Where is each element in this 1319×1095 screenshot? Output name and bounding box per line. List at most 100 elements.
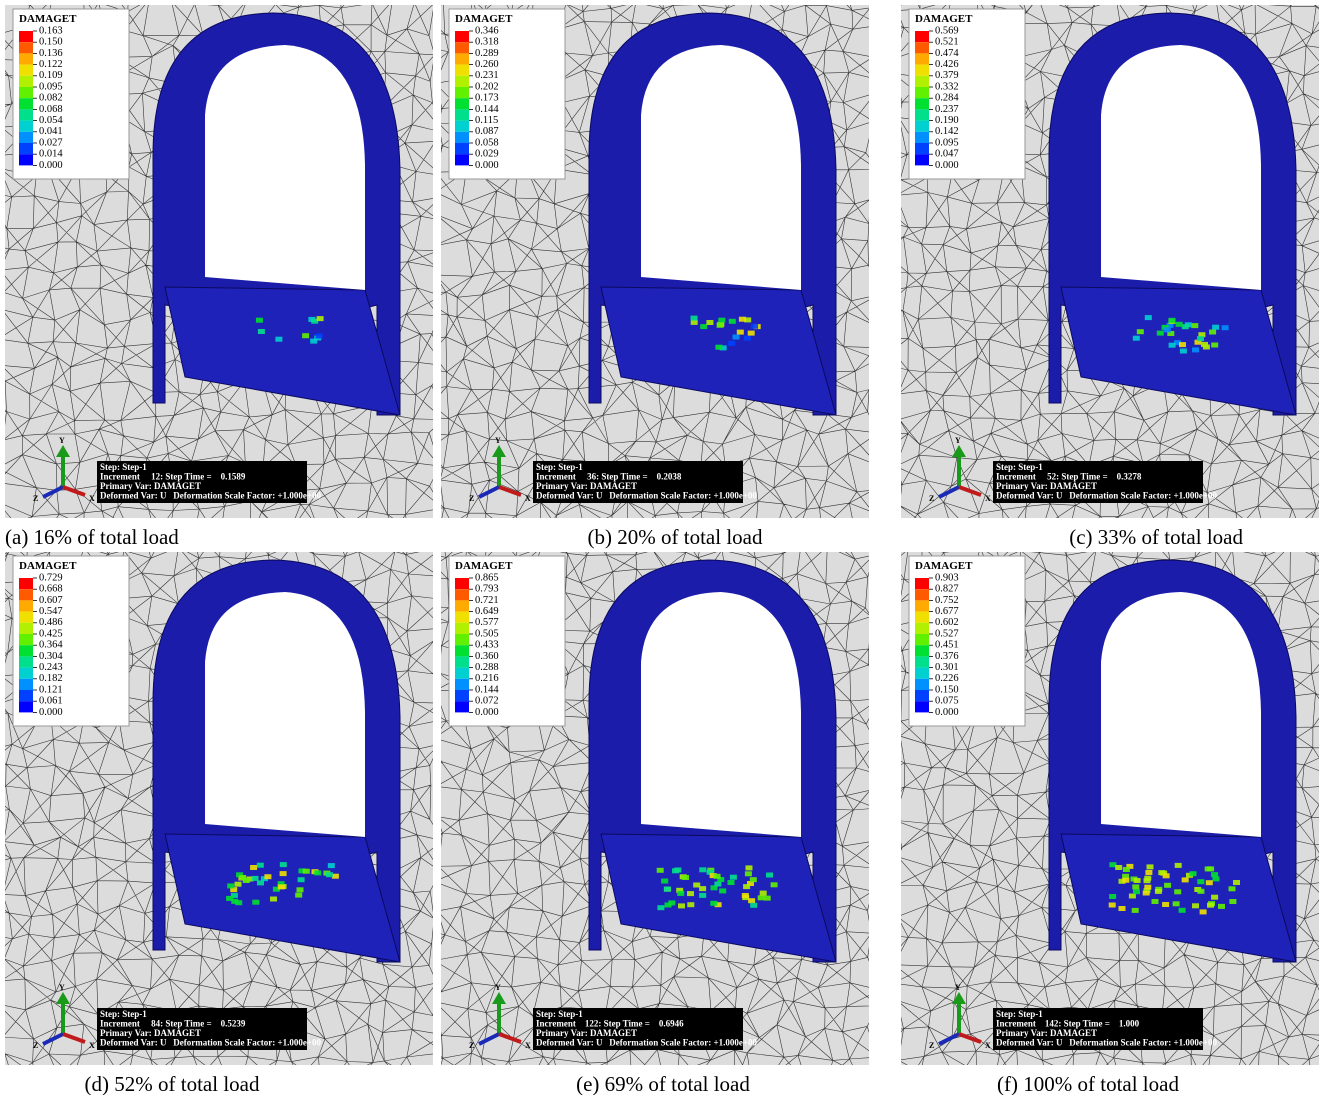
damage-element: [1175, 863, 1182, 868]
legend-band: [915, 645, 929, 656]
damage-element: [314, 870, 321, 875]
legend-band: [19, 121, 33, 132]
step-info: Deformed Var: U Deformation Scale Factor…: [100, 491, 321, 501]
legend-band: [19, 98, 33, 109]
legend-band: [455, 668, 469, 679]
damage-element: [699, 893, 706, 898]
legend-band: [915, 701, 929, 712]
damage-element: [1122, 878, 1129, 883]
legend-value: 0.144: [475, 684, 499, 695]
legend-value: 0.000: [39, 707, 63, 718]
damage-element: [310, 339, 317, 344]
step-info: Primary Var: DAMAGET: [100, 481, 201, 491]
legend-value: 0.190: [935, 115, 959, 126]
damage-element: [717, 323, 724, 328]
legend-value: 0.216: [475, 673, 499, 684]
legend-band: [19, 634, 33, 645]
legend-value: 0.061: [39, 696, 63, 707]
damage-element: [1233, 880, 1240, 885]
legend-value: 0.332: [935, 81, 959, 92]
legend-value: 0.095: [39, 81, 63, 92]
legend-value: 0.058: [475, 137, 499, 148]
damage-element: [1174, 889, 1181, 894]
damage-element: [1207, 903, 1214, 908]
damage-element: [1109, 894, 1116, 899]
step-info: Increment 122: Step Time = 0.6946: [536, 1019, 684, 1029]
legend-value: 0.068: [39, 104, 63, 115]
damage-element: [1201, 342, 1208, 347]
triad-z: Z: [929, 1041, 934, 1050]
damage-element: [733, 335, 740, 340]
legend-band: [19, 109, 33, 120]
legend-band: [19, 87, 33, 98]
legend-band: [915, 154, 929, 165]
damage-element: [235, 900, 242, 905]
triad-x: X: [525, 1041, 531, 1050]
legend-band: [19, 143, 33, 154]
legend-band: [19, 612, 33, 623]
step-info: Step: Step-1: [996, 462, 1043, 472]
damage-element: [706, 320, 713, 325]
legend-band: [19, 656, 33, 667]
legend-value: 0.082: [39, 93, 63, 104]
damage-element: [280, 862, 287, 867]
legend-value: 0.426: [935, 59, 959, 70]
legend-band: [915, 634, 929, 645]
opening: [1101, 45, 1261, 290]
legend-band: [915, 31, 929, 42]
damage-element: [739, 317, 746, 322]
damage-element: [252, 876, 259, 881]
damage-element: [1212, 325, 1219, 330]
damage-element: [1211, 872, 1218, 877]
damage-element: [270, 897, 277, 902]
damage-element: [278, 884, 285, 889]
legend-value: 0.827: [935, 584, 959, 595]
legend-title: DAMAGET: [19, 13, 77, 25]
panel: DAMAGET0.5690.5210.4740.4260.3790.3320.2…: [870, 0, 1319, 540]
legend-band: [455, 109, 469, 120]
damage-element: [661, 879, 668, 884]
legend-value: 0.505: [475, 628, 499, 639]
damage-element: [1207, 866, 1214, 871]
opening: [1101, 592, 1261, 837]
legend-value: 0.231: [475, 70, 499, 81]
step-info: Primary Var: DAMAGET: [100, 1028, 201, 1038]
legend-band: [19, 645, 33, 656]
step-info: Increment 84: Step Time = 0.5239: [100, 1019, 246, 1029]
legend-band: [915, 98, 929, 109]
damage-element: [699, 867, 706, 872]
damage-element: [1206, 880, 1213, 885]
damage-element: [1176, 322, 1183, 327]
damage-element: [326, 872, 333, 877]
legend-band: [455, 42, 469, 53]
damage-element: [1197, 889, 1204, 894]
legend-value: 0.260: [475, 59, 499, 70]
damage-element: [714, 882, 721, 887]
step-info: Primary Var: DAMAGET: [536, 481, 637, 491]
triad-z: Z: [33, 494, 38, 503]
damage-element: [657, 905, 664, 910]
damage-element: [1180, 349, 1187, 354]
damage-element: [1192, 903, 1199, 908]
damage-element: [730, 875, 737, 880]
panel-body: DAMAGET0.9030.8270.7520.6770.6020.5270.4…: [870, 521, 1319, 1088]
legend-value: 0.047: [935, 149, 959, 160]
panel: DAMAGET0.1630.1500.1360.1220.1090.0950.0…: [0, 0, 445, 540]
opening: [205, 592, 365, 837]
legend-value: 0.029: [475, 149, 499, 160]
legend-value: 0.109: [39, 70, 63, 81]
legend-band: [915, 612, 929, 623]
figure: DAMAGET0.1630.1500.1360.1220.1090.0950.0…: [0, 0, 1319, 1095]
damage-element: [1164, 883, 1171, 888]
caption: (e) 69% of total load: [576, 1072, 750, 1095]
legend-band: [915, 109, 929, 120]
legend-value: 0.150: [935, 684, 959, 695]
damage-element: [1211, 343, 1218, 348]
step-info: Primary Var: DAMAGET: [536, 1028, 637, 1038]
damage-element: [1182, 877, 1189, 882]
damage-element: [332, 874, 339, 879]
legend-band: [915, 600, 929, 611]
legend-band: [19, 589, 33, 600]
damage-element: [252, 900, 259, 905]
damage-element: [665, 903, 672, 908]
